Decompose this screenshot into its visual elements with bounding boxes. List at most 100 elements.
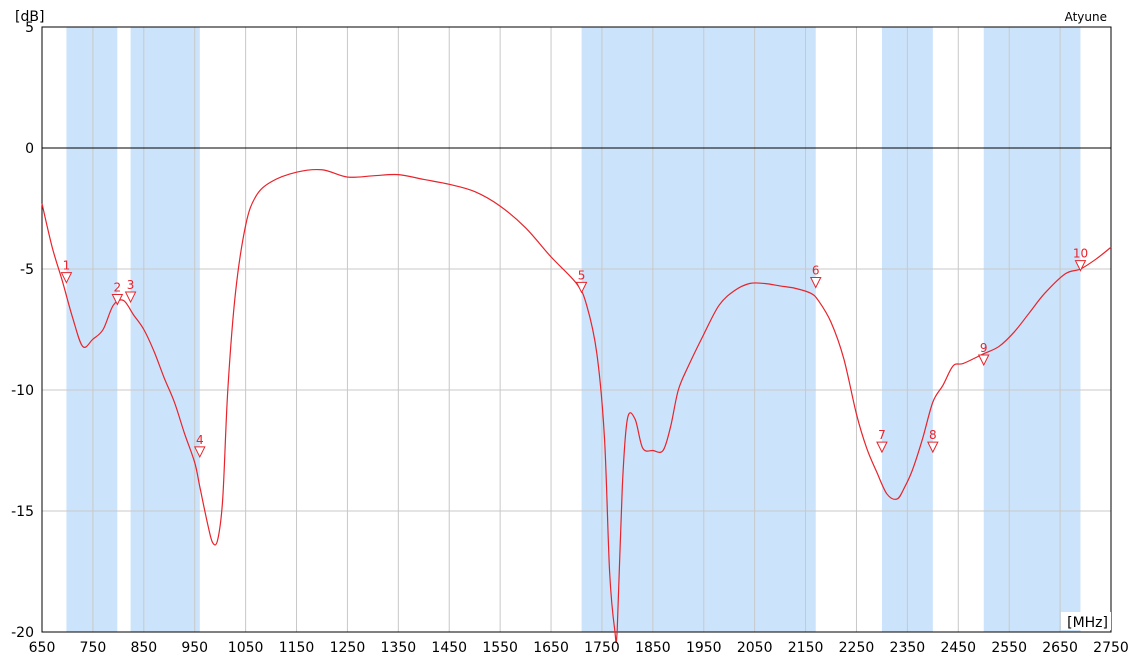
data-point [62, 281, 63, 282]
data-point [942, 385, 943, 386]
marker-triangle[interactable] [124, 291, 137, 304]
y-tick-label: -5 [20, 262, 34, 278]
x-tick-label: 1250 [330, 640, 366, 656]
data-point [932, 402, 933, 403]
data-points [41, 169, 1111, 630]
marker-label: 10 [1073, 247, 1088, 261]
marker-label: 4 [196, 433, 204, 447]
x-tick-label: 1950 [686, 640, 722, 656]
grid [42, 27, 1111, 632]
marker-triangle[interactable] [977, 354, 990, 367]
data-point [749, 283, 750, 284]
data-point [843, 358, 844, 359]
data-point [617, 629, 618, 630]
data-point [810, 293, 811, 294]
frequency-band [66, 27, 118, 632]
marker-triangle[interactable] [809, 277, 822, 289]
x-axis-label-box [1061, 612, 1111, 630]
data-point [886, 493, 887, 494]
x-tick-label: 1550 [482, 640, 518, 656]
data-point [199, 486, 200, 487]
data-point [953, 365, 954, 366]
x-tick-label: 2750 [1093, 640, 1129, 656]
data-point [113, 305, 114, 306]
x-tick-label: 2050 [737, 640, 773, 656]
series-line [41, 168, 1112, 644]
data-point [1110, 247, 1111, 248]
data-point [634, 418, 635, 419]
marker-label: 7 [878, 428, 886, 442]
data-point [703, 334, 704, 335]
data-point [642, 447, 643, 448]
x-tick-label: 2150 [788, 640, 824, 656]
data-point [41, 203, 42, 204]
data-point [830, 322, 831, 323]
frequency-band [983, 27, 1081, 632]
x-tick-label: 1350 [381, 640, 417, 656]
data-point [1044, 293, 1045, 294]
y-tick-label: 5 [25, 20, 34, 36]
marker-triangle[interactable] [193, 446, 206, 459]
marker-triangle[interactable] [111, 293, 124, 306]
data-point [604, 438, 605, 439]
data-point [235, 293, 236, 294]
x-tick-label: 1750 [584, 640, 620, 656]
data-point [102, 329, 103, 330]
data-point [52, 247, 53, 248]
marker-triangle[interactable] [927, 441, 939, 454]
band-highlights [66, 27, 1081, 632]
x-tick-label: 1450 [431, 640, 467, 656]
marker-triangle[interactable] [1074, 260, 1087, 272]
marker-triangle[interactable] [60, 272, 73, 284]
data-point [876, 472, 877, 473]
x-tick-label: 2650 [1042, 640, 1078, 656]
data-point [194, 462, 195, 463]
x-tick-labels: 650 750 850 950 1050 1150 1250 1350 1450 1550 1650… [29, 640, 1129, 656]
data-point [586, 305, 587, 306]
data-point [652, 450, 653, 451]
data-point [212, 542, 213, 543]
marker-label: 8 [929, 428, 937, 442]
data-point [449, 184, 450, 185]
data-point [296, 172, 297, 173]
data-point [347, 176, 348, 177]
data-point [550, 256, 551, 257]
data-point [1014, 331, 1015, 332]
data-point [795, 288, 796, 289]
data-point [174, 402, 175, 403]
x-tick-label: 850 [130, 640, 157, 656]
y-tick-label: -15 [11, 504, 34, 520]
data-point [1065, 273, 1066, 274]
x-tick-label: 950 [181, 640, 208, 656]
x-tick-label: 650 [29, 640, 56, 656]
data-point [614, 629, 615, 630]
data-point [92, 339, 93, 340]
data-point [662, 450, 663, 451]
frequency-band [581, 27, 816, 632]
x-tick-label: 2450 [940, 640, 976, 656]
data-point [525, 227, 526, 228]
data-point [688, 365, 689, 366]
data-point [856, 414, 857, 415]
data-point [670, 426, 671, 427]
data-point [1095, 259, 1096, 260]
x-tick-label: 1850 [635, 640, 671, 656]
data-point [153, 351, 154, 352]
data-point [904, 486, 905, 487]
data-point [897, 498, 898, 499]
marker-triangle[interactable] [876, 441, 888, 454]
marker-triangle[interactable] [575, 281, 588, 294]
y-tick-label: 0 [25, 141, 34, 157]
x-tick-label: 1150 [279, 640, 315, 656]
data-point [255, 196, 256, 197]
data-point [622, 486, 623, 487]
data-point [596, 353, 597, 354]
data-point [609, 571, 610, 572]
data-point [818, 300, 819, 301]
data-point [1029, 312, 1030, 313]
data-point [963, 363, 964, 364]
x-tick-label: 2350 [890, 640, 926, 656]
data-point [423, 179, 424, 180]
